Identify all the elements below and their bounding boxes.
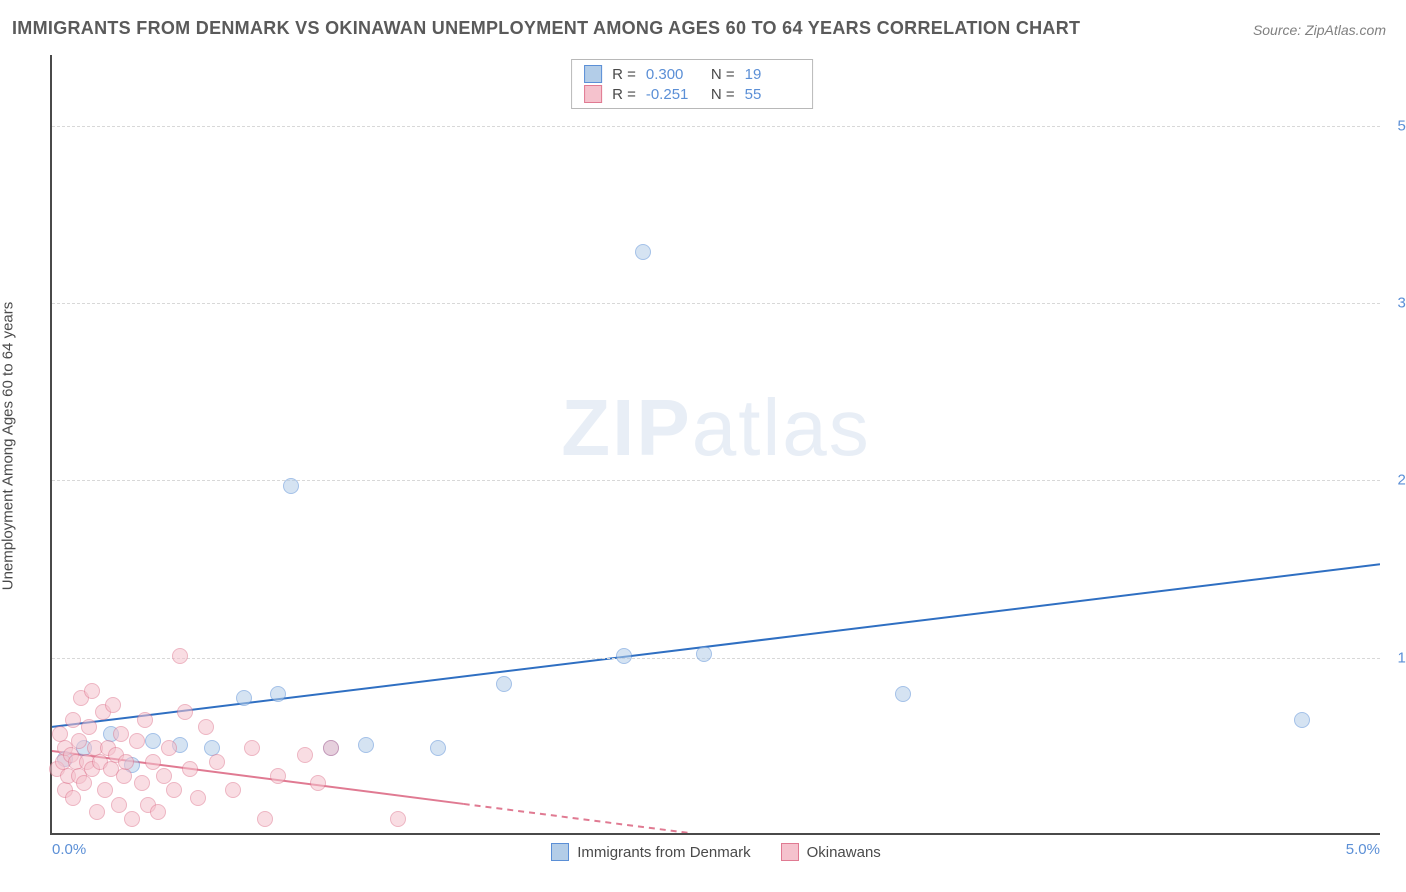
data-point xyxy=(270,686,286,702)
data-point xyxy=(156,768,172,784)
data-point xyxy=(124,811,140,827)
series-legend-item: Okinawans xyxy=(781,843,881,861)
correlation-legend-row: R = -0.251 N = 55 xyxy=(584,84,800,104)
data-point xyxy=(323,740,339,756)
r-label: R = xyxy=(612,66,636,83)
data-point xyxy=(390,811,406,827)
data-point xyxy=(105,697,121,713)
data-point xyxy=(430,740,446,756)
trend-line-dashed xyxy=(464,804,690,833)
data-point xyxy=(177,704,193,720)
correlation-legend-row: R = 0.300 N = 19 xyxy=(584,64,800,84)
data-point xyxy=(225,782,241,798)
r-value: 0.300 xyxy=(646,66,701,83)
y-tick-label: 37.5% xyxy=(1385,295,1406,312)
data-point xyxy=(198,719,214,735)
series-legend-label: Immigrants from Denmark xyxy=(577,844,750,861)
data-point xyxy=(257,811,273,827)
legend-swatch xyxy=(551,843,569,861)
data-point xyxy=(65,790,81,806)
data-point xyxy=(116,768,132,784)
data-point xyxy=(635,244,651,260)
data-point xyxy=(236,690,252,706)
source-attribution: Source: ZipAtlas.com xyxy=(1253,22,1386,38)
data-point xyxy=(111,797,127,813)
trend-lines-layer xyxy=(52,55,1380,833)
watermark-bold: ZIP xyxy=(561,383,691,472)
r-label: R = xyxy=(612,86,636,103)
data-point xyxy=(81,719,97,735)
data-point xyxy=(310,775,326,791)
data-point xyxy=(190,790,206,806)
data-point xyxy=(145,733,161,749)
data-point xyxy=(166,782,182,798)
data-point xyxy=(616,648,632,664)
chart-title: IMMIGRANTS FROM DENMARK VS OKINAWAN UNEM… xyxy=(12,18,1080,39)
data-point xyxy=(358,737,374,753)
correlation-legend: R = 0.300 N = 19 R = -0.251 N = 55 xyxy=(571,59,813,109)
data-point xyxy=(182,761,198,777)
data-point xyxy=(134,775,150,791)
n-label: N = xyxy=(711,66,735,83)
data-point xyxy=(150,804,166,820)
data-point xyxy=(118,754,134,770)
data-point xyxy=(172,648,188,664)
n-label: N = xyxy=(711,86,735,103)
data-point xyxy=(209,754,225,770)
data-point xyxy=(696,646,712,662)
y-tick-label: 50.0% xyxy=(1385,117,1406,134)
data-point xyxy=(97,782,113,798)
legend-swatch xyxy=(584,85,602,103)
watermark: ZIPatlas xyxy=(561,382,870,474)
data-point xyxy=(244,740,260,756)
y-axis-label: Unemployment Among Ages 60 to 64 years xyxy=(0,302,17,591)
legend-swatch xyxy=(781,843,799,861)
data-point xyxy=(137,712,153,728)
legend-swatch xyxy=(584,65,602,83)
n-value: 19 xyxy=(745,66,800,83)
gridline xyxy=(52,126,1380,127)
gridline xyxy=(52,658,1380,659)
data-point xyxy=(1294,712,1310,728)
data-point xyxy=(270,768,286,784)
data-point xyxy=(895,686,911,702)
data-point xyxy=(129,733,145,749)
watermark-rest: atlas xyxy=(692,383,871,472)
trend-line xyxy=(52,564,1380,727)
data-point xyxy=(145,754,161,770)
series-legend-item: Immigrants from Denmark xyxy=(551,843,750,861)
data-point xyxy=(113,726,129,742)
data-point xyxy=(76,775,92,791)
data-point xyxy=(161,740,177,756)
y-tick-label: 25.0% xyxy=(1385,472,1406,489)
gridline xyxy=(52,303,1380,304)
data-point xyxy=(283,478,299,494)
data-point xyxy=(84,683,100,699)
data-point xyxy=(71,733,87,749)
data-point xyxy=(297,747,313,763)
n-value: 55 xyxy=(745,86,800,103)
data-point xyxy=(65,712,81,728)
data-point xyxy=(496,676,512,692)
data-point xyxy=(89,804,105,820)
plot-area: ZIPatlas R =0.300N =19R =-0.251N =55 0.0… xyxy=(50,55,1380,835)
gridline xyxy=(52,480,1380,481)
series-legend-label: Okinawans xyxy=(807,844,881,861)
y-tick-label: 12.5% xyxy=(1385,649,1406,666)
r-value: -0.251 xyxy=(646,86,701,103)
series-legend: Immigrants from Denmark Okinawans xyxy=(52,843,1380,861)
